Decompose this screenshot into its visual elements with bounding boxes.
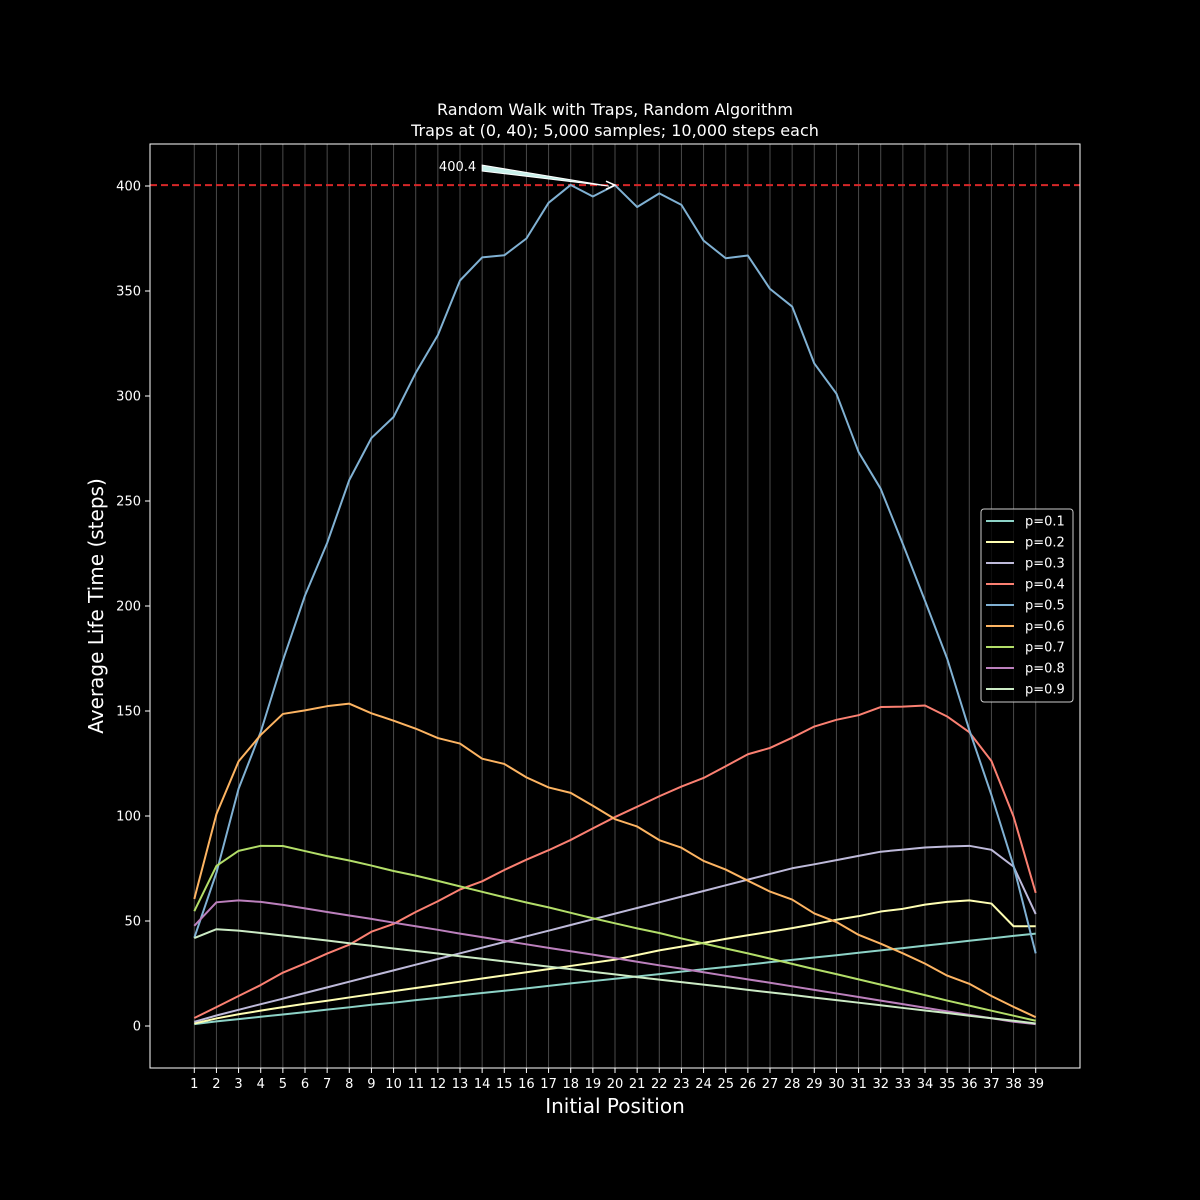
annotation-group: 400.4: [439, 160, 617, 190]
x-tick-label: 37: [983, 1077, 1000, 1092]
y-tick-label: 200: [116, 600, 141, 615]
y-axis-ticks: 0 50 100 150 200 250 300 350 400: [116, 180, 150, 1035]
series-line-p-0-7: [193, 844, 1036, 1022]
x-axis-ticks: 1 2 3 4 5 6 7 8 9 10 11 12 13 14 15 16 17 18 19 20 21 22 23 24 2…: [190, 1068, 1044, 1092]
x-tick-label: 28: [784, 1077, 801, 1092]
x-tick-label: 10: [385, 1077, 402, 1092]
annotation-arrow: [481, 164, 610, 187]
legend-box: [980, 508, 1074, 703]
y-tick-label: 300: [116, 390, 141, 405]
x-tick-label: 31: [850, 1077, 867, 1092]
series-line-p-0-3: [194, 844, 1037, 1023]
x-tick-label: 4: [257, 1077, 265, 1092]
legend-label: p=0.8: [1025, 662, 1065, 677]
x-tick-label: 6: [301, 1077, 309, 1092]
x-tick-label: 22: [651, 1077, 668, 1092]
x-tick-label: 30: [828, 1077, 845, 1092]
x-tick-label: 20: [607, 1077, 624, 1092]
x-tick-label: 24: [695, 1077, 712, 1092]
chart-subtitle: Traps at (0, 40); 5,000 samples; 10,000 …: [410, 121, 819, 140]
legend-label: p=0.3: [1025, 557, 1065, 572]
chart-title: Random Walk with Traps, Random Algorithm: [437, 100, 793, 119]
x-tick-label: 2: [212, 1077, 220, 1092]
series-line-p-0-6: [193, 702, 1037, 1019]
x-tick-label: 5: [279, 1077, 287, 1092]
x-tick-label: 11: [407, 1077, 424, 1092]
x-tick-label: 35: [939, 1077, 956, 1092]
x-tick-label: 14: [474, 1077, 491, 1092]
legend-label: p=0.5: [1025, 599, 1065, 614]
x-tick-label: 16: [518, 1077, 535, 1092]
y-tick-label: 0: [133, 1020, 141, 1035]
series-line-p-0-4: [193, 704, 1037, 1019]
series-line-p-0-8: [193, 899, 1036, 1026]
x-tick-label: 39: [1027, 1077, 1044, 1092]
x-tick-label: 7: [323, 1077, 331, 1092]
annotation-arrow-head: [605, 180, 617, 190]
y-axis-label: Average Life Time (steps): [84, 478, 108, 733]
x-tick-label: 13: [452, 1077, 469, 1092]
x-axis-label: Initial Position: [545, 1094, 685, 1118]
x-tick-label: 23: [673, 1077, 690, 1092]
legend-label: p=0.1: [1025, 515, 1065, 530]
x-tick-label: 1: [190, 1077, 198, 1092]
legend-label: p=0.2: [1025, 536, 1065, 551]
x-tick-label: 21: [629, 1077, 646, 1092]
series-line-p-0-2: [194, 899, 1036, 1025]
legend: p=0.1 p=0.2 p=0.3 p=0.4 p=0.5 p=0.6 p=0.7 p=0.8…: [980, 508, 1074, 703]
y-tick-label: 50: [124, 915, 141, 930]
x-tick-label: 18: [562, 1077, 579, 1092]
x-tick-label: 17: [540, 1077, 557, 1092]
legend-label: p=0.9: [1025, 683, 1065, 698]
x-tick-label: 3: [234, 1077, 242, 1092]
x-tick-label: 32: [872, 1077, 889, 1092]
x-tick-label: 15: [496, 1077, 513, 1092]
x-tick-label: 19: [585, 1077, 602, 1092]
x-tick-label: 25: [717, 1077, 734, 1092]
x-tick-label: 36: [961, 1077, 978, 1092]
y-tick-label: 250: [116, 495, 141, 510]
series-line-p-0-1: [194, 932, 1036, 1026]
legend-label: p=0.4: [1025, 578, 1065, 593]
legend-label: p=0.6: [1025, 620, 1065, 635]
x-tick-label: 26: [740, 1077, 757, 1092]
legend-label: p=0.7: [1025, 641, 1065, 656]
y-tick-label: 350: [116, 285, 141, 300]
y-tick-label: 100: [116, 810, 141, 825]
y-tick-label: 150: [116, 705, 141, 720]
x-tick-label: 12: [430, 1077, 447, 1092]
x-tick-label: 29: [806, 1077, 823, 1092]
x-tick-label: 27: [762, 1077, 779, 1092]
peak-annotation-label: 400.4: [439, 160, 476, 175]
y-tick-label: 400: [116, 180, 141, 195]
x-tick-label: 34: [917, 1077, 934, 1092]
series-line-p-0-9: [193, 928, 1036, 1025]
x-tick-label: 33: [895, 1077, 912, 1092]
x-tick-label: 38: [1005, 1077, 1022, 1092]
x-tick-label: 8: [345, 1077, 353, 1092]
x-tick-label: 9: [367, 1077, 375, 1092]
